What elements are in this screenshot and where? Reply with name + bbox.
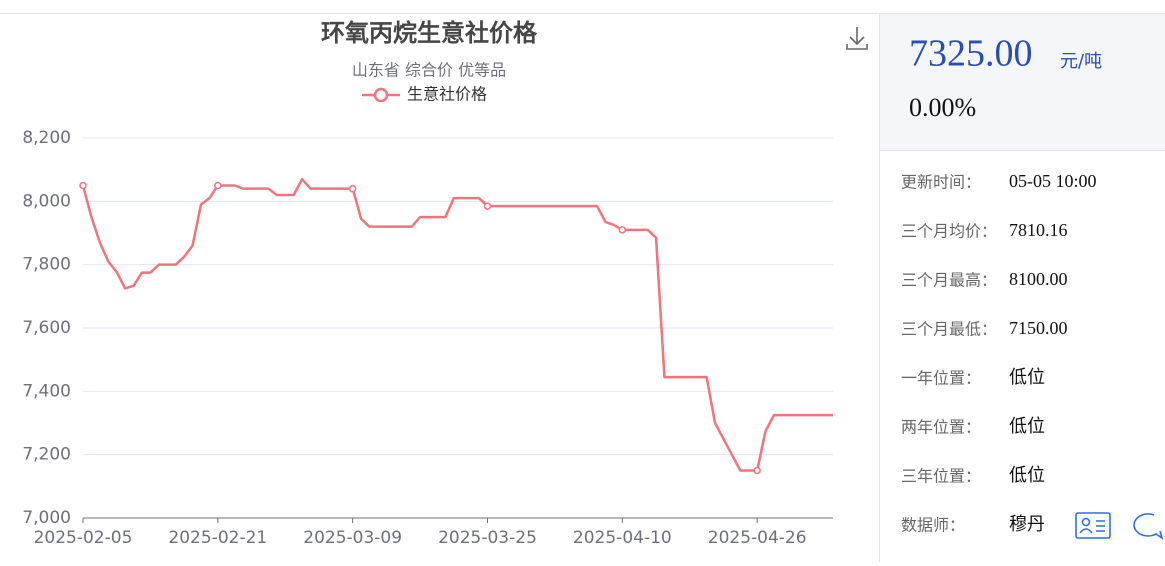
info-value: 低位: [1009, 465, 1045, 485]
info-label: 一年位置：: [901, 369, 981, 388]
x-tick-label: 2025-02-21: [168, 528, 267, 548]
price-unit: 元/吨: [1060, 51, 1102, 72]
chart-subtitle: 山东省 综合价 优等品: [352, 61, 506, 80]
x-tick-label: 2025-04-10: [573, 528, 672, 548]
info-label: 数据师：: [901, 516, 965, 535]
info-value: 7150.00: [1009, 318, 1068, 338]
y-tick-label: 8,200: [22, 128, 71, 148]
point-marker: [483, 202, 492, 210]
legend-marker: [373, 87, 389, 103]
info-label: 三个月最高：: [901, 271, 997, 290]
card-icon[interactable]: [1075, 512, 1111, 539]
price-box: [880, 14, 1165, 150]
legend-label: 生意社价格: [407, 85, 487, 104]
info-label: 三个月均价：: [901, 222, 997, 241]
card-glyph[interactable]: [1075, 512, 1111, 539]
card-glyph[interactable]: [1081, 517, 1091, 527]
info-value: 低位: [1009, 416, 1045, 436]
y-tick-label: 7,400: [22, 381, 71, 401]
info-value: 7810.16: [1009, 220, 1068, 240]
download-glyph[interactable]: [846, 27, 868, 50]
x-tick-label: 2025-03-09: [303, 528, 402, 548]
info-value: 低位: [1009, 367, 1045, 387]
price: 7325.00: [909, 33, 1033, 75]
info-value: 穆丹: [1009, 514, 1045, 534]
y-tick-label: 7,800: [22, 255, 71, 275]
x-tick-label: 2025-03-25: [438, 528, 537, 548]
x-tick-label: 2025-02-05: [34, 528, 133, 548]
chat-icon[interactable]: [1133, 513, 1164, 540]
point-marker: [753, 466, 761, 475]
info-label: 三个月最低：: [901, 320, 997, 339]
point-marker: [79, 181, 87, 190]
y-tick-label: 7,600: [22, 318, 71, 338]
info-value: 8100.00: [1009, 269, 1068, 289]
y-tick-label: 7,200: [22, 445, 71, 465]
price-line: [81, 177, 833, 472]
chart-title: 环氧丙烷生意社价格: [321, 19, 538, 47]
info-label: 三年位置：: [901, 467, 981, 486]
point-marker: [348, 184, 357, 193]
price-change: 0.00%: [909, 93, 976, 122]
point-marker: [618, 226, 627, 234]
info-label: 两年位置：: [901, 418, 981, 437]
download-icon[interactable]: [846, 27, 868, 50]
info-value: 05-05 10:00: [1009, 171, 1097, 191]
card-glyph[interactable]: [1079, 520, 1105, 534]
info-label: 更新时间：: [901, 173, 981, 192]
y-tick-label: 8,000: [22, 191, 71, 211]
point-marker: [214, 181, 222, 190]
x-tick-label: 2025-04-26: [708, 528, 807, 548]
y-tick-label: 7,000: [22, 508, 71, 528]
